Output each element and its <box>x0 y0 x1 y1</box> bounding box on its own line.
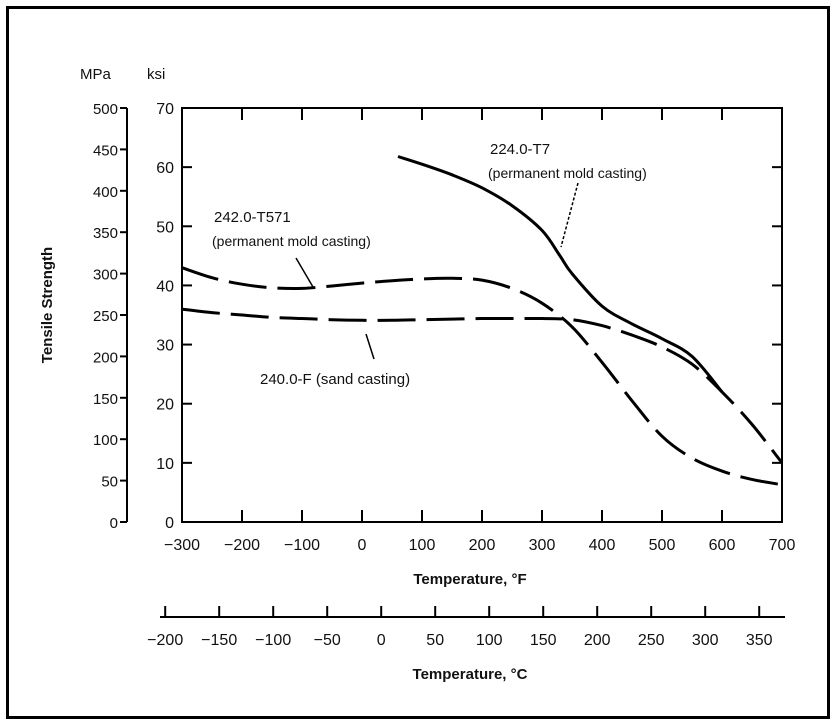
f-tick-label: 100 <box>409 537 436 554</box>
figure-frame <box>6 6 830 719</box>
c-tick-label: 300 <box>692 632 719 649</box>
plot-area-border <box>181 107 783 523</box>
mpa-tick-label: 350 <box>93 225 118 242</box>
ksi-tick-label: 0 <box>165 515 174 532</box>
leader-224-0-t7 <box>560 182 579 248</box>
series-224-0-t7-line <box>397 155 724 393</box>
y-unit-mpa: MPa <box>80 66 112 83</box>
f-tick-label: 500 <box>649 537 676 554</box>
ksi-tick-label: 40 <box>156 278 174 295</box>
leader-240-0-f <box>365 333 375 360</box>
c-tick-label: 150 <box>530 632 557 649</box>
leader-242-0-t571 <box>295 257 314 288</box>
label-240-0-f: 240.0-F (sand casting) <box>260 371 410 388</box>
label-242-0-t571-note: (permanent mold casting) <box>212 233 371 249</box>
label-242-0-t571: 242.0-T571 <box>214 209 291 226</box>
f-tick-label: 400 <box>589 537 616 554</box>
ksi-tick-label: 50 <box>156 219 174 236</box>
f-tick-label: −100 <box>284 537 320 554</box>
c-tick-label: 100 <box>476 632 503 649</box>
ksi-tick-label: 60 <box>156 160 174 177</box>
f-tick-label: −300 <box>164 537 200 554</box>
series-240-0-f-line <box>181 307 784 464</box>
y-axis-label: Tensile Strength <box>39 247 56 363</box>
c-tick-label: −100 <box>255 632 291 649</box>
ksi-tick-label: 70 <box>156 101 174 118</box>
mpa-tick-label: 450 <box>93 142 118 159</box>
y-unit-ksi: ksi <box>147 66 165 83</box>
mpa-tick-label: 500 <box>93 101 118 118</box>
c-tick-label: 200 <box>584 632 611 649</box>
ksi-tick-label: 10 <box>156 456 174 473</box>
c-tick-label: 50 <box>426 632 444 649</box>
label-224-0-t7: 224.0-T7 <box>490 141 550 158</box>
f-tick-label: −200 <box>224 537 260 554</box>
ksi-tick-label: 30 <box>156 338 174 355</box>
mpa-tick-label: 0 <box>110 515 118 532</box>
f-tick-label: 300 <box>529 537 556 554</box>
y-axis-ticks: 0 10 20 30 40 50 60 70 0 50 100 150 200 250 300 350 400 4… <box>93 101 782 532</box>
annotations <box>295 182 579 360</box>
x-axis-label-f: Temperature, °F <box>413 571 526 588</box>
series-242-0-t571-line <box>181 266 783 487</box>
c-tick-label: 250 <box>638 632 665 649</box>
mpa-tick-label: 300 <box>93 267 118 284</box>
c-tick-label: −200 <box>147 632 183 649</box>
mpa-tick-label: 200 <box>93 349 118 366</box>
c-tick-label: 350 <box>746 632 773 649</box>
plot-frame <box>126 107 783 523</box>
f-tick-label: 700 <box>769 537 796 554</box>
c-tick-label: −150 <box>201 632 237 649</box>
f-tick-label: 0 <box>358 537 367 554</box>
label-224-0-t7-note: (permanent mold casting) <box>488 165 647 181</box>
x-axis-ticks-c: −200 −150 −100 −50 0 50 100 150 200 250 300 350 <box>147 606 785 649</box>
c-tick-label: 0 <box>377 632 386 649</box>
series-lines <box>181 155 784 487</box>
mpa-tick-label: 100 <box>93 432 118 449</box>
f-tick-label: 200 <box>469 537 496 554</box>
x-axis-label-c: Temperature, °C <box>413 666 528 683</box>
x-axis-ticks-f: −300 −200 −100 0 100 200 300 400 500 600 700 <box>164 108 795 554</box>
mpa-tick-label: 400 <box>93 184 118 201</box>
mpa-tick-label: 50 <box>101 474 118 491</box>
mpa-tick-label: 250 <box>93 308 118 325</box>
f-tick-label: 600 <box>709 537 736 554</box>
mpa-tick-label: 150 <box>93 391 118 408</box>
ksi-tick-label: 20 <box>156 397 174 414</box>
c-tick-label: −50 <box>314 632 341 649</box>
